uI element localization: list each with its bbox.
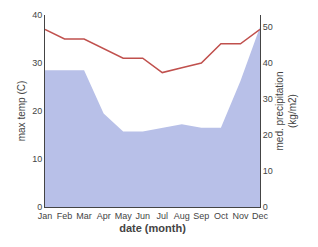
svg-text:Jun: Jun xyxy=(135,211,150,221)
svg-text:max temp (C): max temp (C) xyxy=(16,81,27,142)
svg-text:Sep: Sep xyxy=(193,211,209,221)
svg-text:0: 0 xyxy=(37,202,42,212)
svg-text:Mar: Mar xyxy=(76,211,92,221)
svg-text:10: 10 xyxy=(32,154,42,164)
svg-text:50: 50 xyxy=(263,22,273,32)
svg-text:Jan: Jan xyxy=(38,211,53,221)
svg-text:10: 10 xyxy=(263,166,273,176)
svg-text:Apr: Apr xyxy=(97,211,111,221)
svg-text:30: 30 xyxy=(32,58,42,68)
svg-text:20: 20 xyxy=(32,106,42,116)
svg-text:20: 20 xyxy=(263,130,273,140)
svg-text:40: 40 xyxy=(263,58,273,68)
svg-text:May: May xyxy=(115,211,133,221)
svg-text:Aug: Aug xyxy=(174,211,190,221)
svg-text:30: 30 xyxy=(263,94,273,104)
svg-text:Nov: Nov xyxy=(232,211,249,221)
svg-text:med. precipitation(kg/m2): med. precipitation(kg/m2) xyxy=(274,72,298,151)
svg-text:Dec: Dec xyxy=(252,211,269,221)
svg-text:Jul: Jul xyxy=(157,211,169,221)
svg-text:Oct: Oct xyxy=(214,211,229,221)
svg-text:Feb: Feb xyxy=(57,211,73,221)
svg-text:0: 0 xyxy=(263,202,268,212)
svg-text:date (month): date (month) xyxy=(119,222,186,234)
svg-text:40: 40 xyxy=(32,10,42,20)
